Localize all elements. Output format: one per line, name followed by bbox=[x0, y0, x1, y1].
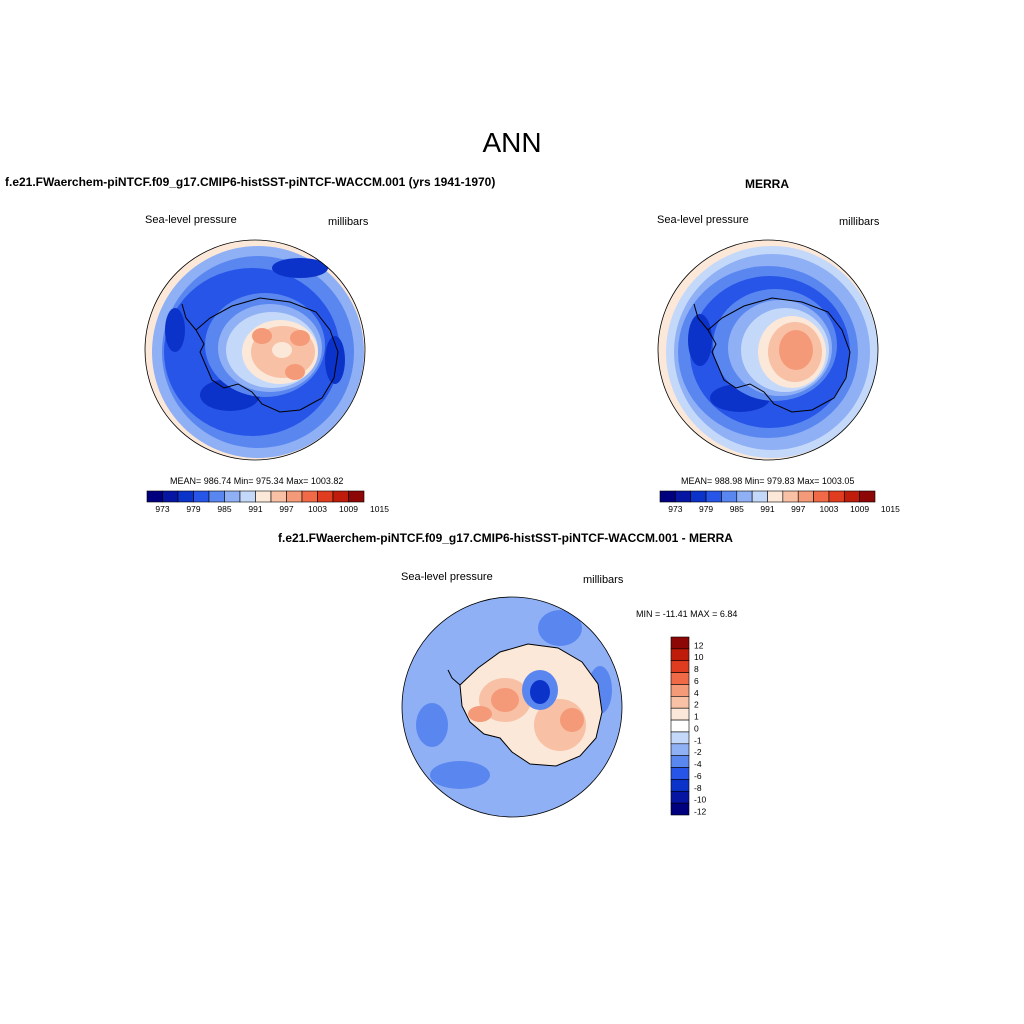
colorbar-tick-label: 12 bbox=[694, 640, 704, 650]
panel-1-stats: MEAN= 986.74 Min= 975.34 Max= 1003.82 bbox=[170, 476, 344, 486]
colorbar-swatch bbox=[670, 802, 690, 816]
map-1-border bbox=[144, 239, 366, 461]
colorbar-swatch bbox=[670, 790, 690, 804]
colorbar-swatch bbox=[736, 490, 753, 503]
panel-1-variable-label: Sea-level pressure bbox=[145, 214, 237, 226]
colorbar-tick-label: 997 bbox=[791, 504, 805, 514]
map-3-polar-plot bbox=[402, 597, 622, 817]
colorbar-tick-label: 991 bbox=[760, 504, 774, 514]
colorbar-swatch bbox=[162, 490, 179, 503]
map-3-border bbox=[401, 596, 623, 818]
colorbar-swatch bbox=[670, 707, 690, 721]
panel-3-title: f.e21.FWaerchem-piNTCF.f09_g17.CMIP6-his… bbox=[278, 531, 733, 545]
colorbar-tick-label: -1 bbox=[694, 735, 702, 745]
panel-2-units-label: millibars bbox=[839, 216, 880, 228]
colorbar-swatch bbox=[721, 490, 738, 503]
colorbar-tick-label: 1015 bbox=[370, 504, 389, 514]
colorbar-swatch bbox=[255, 490, 272, 503]
colorbar-tick-label: 4 bbox=[694, 688, 699, 698]
colorbar-swatch bbox=[301, 490, 318, 503]
colorbar-swatch bbox=[670, 660, 690, 673]
colorbar-swatch bbox=[193, 490, 210, 503]
colorbar-swatch bbox=[670, 684, 690, 697]
colorbar-swatch bbox=[670, 672, 690, 685]
colorbar-tick-label: 997 bbox=[279, 504, 293, 514]
map-2-polar-plot bbox=[658, 240, 878, 460]
colorbar-tick-label: -8 bbox=[694, 783, 702, 793]
colorbar-swatch bbox=[797, 490, 814, 503]
colorbar-swatch bbox=[332, 490, 349, 503]
colorbar-swatch bbox=[675, 490, 692, 503]
colorbar-swatch bbox=[813, 490, 830, 503]
colorbar-swatch bbox=[348, 490, 365, 503]
colorbar-swatch bbox=[670, 779, 690, 792]
colorbar-tick-label: -6 bbox=[694, 771, 702, 781]
map-1-polar-plot bbox=[145, 240, 365, 460]
colorbar-swatch bbox=[177, 490, 194, 503]
colorbar-tick-label: 991 bbox=[248, 504, 262, 514]
colorbar-swatch bbox=[659, 490, 676, 503]
page-title: ANN bbox=[482, 127, 542, 158]
colorbar-tick-label: 1009 bbox=[339, 504, 358, 514]
colorbar-tick-label: -10 bbox=[694, 795, 707, 805]
panel-3-variable-label: Sea-level pressure bbox=[401, 571, 493, 583]
panel-2-title: MERRA bbox=[745, 177, 789, 191]
colorbar-tick-label: 1015 bbox=[881, 504, 900, 514]
colorbar-swatch bbox=[690, 490, 707, 503]
colorbar-swatch bbox=[670, 743, 690, 756]
colorbar-swatch bbox=[146, 490, 163, 503]
colorbar-tick-label: 979 bbox=[699, 504, 713, 514]
panel-2-variable-label: Sea-level pressure bbox=[657, 214, 749, 226]
colorbar-swatch bbox=[670, 636, 690, 650]
colorbar-swatch bbox=[286, 490, 303, 503]
panel-2-stats: MEAN= 988.98 Min= 979.83 Max= 1003.05 bbox=[681, 476, 855, 486]
colorbar-1: 973 979 985 991 997 1003 1009 1015 bbox=[146, 490, 389, 514]
colorbar-tick-label: -4 bbox=[694, 759, 702, 769]
colorbar-2: 973 979 985 991 997 1003 1009 1015 bbox=[659, 490, 900, 514]
colorbar-swatch bbox=[224, 490, 241, 503]
colorbar-swatch bbox=[670, 719, 690, 733]
colorbar-tick-label: -2 bbox=[694, 747, 702, 757]
colorbar-tick-label: 973 bbox=[155, 504, 169, 514]
colorbar-3: 12 10 8 6 4 2 10 -1 -2 -4 -6 -8 -10 -12 bbox=[670, 636, 707, 817]
colorbar-tick-label: 0 bbox=[694, 723, 699, 733]
colorbar-tick-label: 2 bbox=[694, 700, 699, 710]
colorbar-tick-label: 8 bbox=[694, 664, 699, 674]
colorbar-swatch bbox=[751, 490, 768, 503]
colorbar-swatch bbox=[670, 731, 690, 745]
colorbar-swatch bbox=[270, 490, 287, 503]
panel-3-stats: MIN = -11.41 MAX = 6.84 bbox=[636, 609, 738, 619]
colorbar-swatch bbox=[670, 648, 690, 662]
colorbar-swatch bbox=[859, 490, 876, 503]
colorbar-tick-label: 1009 bbox=[850, 504, 869, 514]
colorbar-swatch bbox=[767, 490, 784, 503]
colorbar-swatch bbox=[843, 490, 860, 503]
colorbar-tick-label: -12 bbox=[694, 807, 707, 817]
colorbar-tick-label: 973 bbox=[668, 504, 682, 514]
colorbar-swatch bbox=[239, 490, 256, 503]
colorbar-swatch bbox=[670, 767, 690, 780]
panel-1-units-label: millibars bbox=[328, 216, 369, 228]
colorbar-tick-label: 10 bbox=[694, 652, 704, 662]
colorbar-tick-label: 979 bbox=[186, 504, 200, 514]
colorbar-swatch bbox=[317, 490, 334, 503]
colorbar-swatch bbox=[782, 490, 799, 503]
colorbar-tick-label: 1003 bbox=[819, 504, 838, 514]
panel-1-title: f.e21.FWaerchem-piNTCF.f09_g17.CMIP6-his… bbox=[5, 175, 496, 189]
colorbar-tick-label: 985 bbox=[730, 504, 744, 514]
colorbar-swatch bbox=[208, 490, 225, 503]
colorbar-tick-label: 1003 bbox=[308, 504, 327, 514]
colorbar-tick-label: 6 bbox=[694, 676, 699, 686]
colorbar-tick-label: 1 bbox=[694, 712, 699, 722]
colorbar-swatch bbox=[828, 490, 845, 503]
panel-3-units-label: millibars bbox=[583, 574, 624, 586]
colorbar-tick-label: 985 bbox=[217, 504, 231, 514]
map-2-border bbox=[657, 239, 879, 461]
colorbar-swatch bbox=[670, 696, 690, 709]
colorbar-swatch bbox=[670, 755, 690, 768]
colorbar-swatch bbox=[705, 490, 722, 503]
